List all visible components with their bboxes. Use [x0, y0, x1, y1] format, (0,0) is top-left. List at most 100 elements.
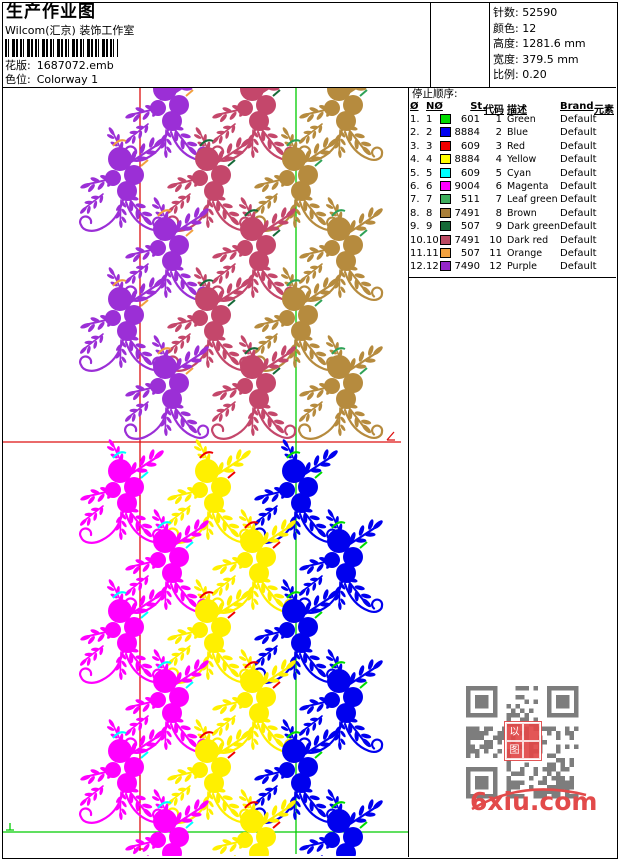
flower-spray — [250, 264, 344, 371]
flower-spray — [250, 716, 344, 823]
cell: 5 — [426, 167, 433, 179]
cell: 2 — [495, 127, 502, 139]
cell: 6 — [426, 180, 433, 192]
color-swatch — [440, 140, 451, 151]
cell: Default — [560, 261, 597, 273]
flower-spray — [295, 506, 389, 613]
cell: 4. — [410, 154, 420, 166]
cell: 7. — [410, 194, 420, 206]
info-value: 1281.6 mm — [518, 37, 586, 51]
stamp-character — [523, 723, 540, 741]
header-bottom-line — [2, 87, 616, 88]
cell: Brown — [507, 207, 537, 219]
stop-sequence-row: 4. 4 8884 4 Yellow Default — [408, 154, 616, 167]
column-header: 描述 — [507, 105, 527, 116]
watermark: 6xiu.com — [468, 783, 597, 819]
info-label: 高度: — [493, 37, 519, 51]
cell: 601 — [460, 114, 480, 125]
stamp-character — [523, 741, 540, 759]
flower-spray — [121, 194, 215, 301]
info-row: 针数: 52590 — [493, 4, 615, 20]
stop-sequence-row: 11. 11 507 11 Orange Default — [408, 247, 616, 261]
stop-sequence-row: 12. 12 7490 12 Purple Default — [408, 261, 616, 274]
panel-divider — [408, 87, 409, 857]
flower-spray — [208, 194, 302, 301]
header-divider-2 — [489, 2, 490, 87]
flower-spray — [121, 332, 215, 439]
cell: Default — [560, 234, 597, 246]
cell: 7491 — [454, 234, 480, 246]
cell: 6. — [410, 180, 420, 192]
cell: 507 — [460, 221, 480, 233]
cell: 10 — [426, 234, 439, 246]
flower-spray — [208, 88, 302, 161]
stop-sequence-title: 停止顺序: — [412, 88, 458, 100]
embroidery-preview — [3, 88, 408, 856]
flower-spray — [121, 786, 215, 856]
cell: Green — [507, 114, 536, 125]
cell: Cyan — [507, 167, 532, 179]
cell: Dark red — [507, 234, 549, 246]
flower-spray — [121, 506, 215, 613]
info-label: 比例: — [493, 68, 519, 82]
info-value: 12 — [518, 21, 537, 35]
cell: Leaf green — [507, 194, 558, 206]
color-swatch — [440, 207, 451, 218]
color-swatch — [440, 247, 451, 258]
info-label: 颜色: — [493, 21, 519, 35]
info-row: 比例: 0.20 — [493, 66, 615, 82]
pattern-file-value: 1687072.emb — [36, 59, 114, 72]
cell: 7 — [495, 194, 502, 206]
cell: Default — [560, 154, 597, 166]
cell: 1 — [495, 114, 502, 125]
cell: Default — [560, 114, 597, 125]
flower-spray — [295, 646, 389, 753]
cell: 12 — [489, 261, 502, 273]
color-swatch — [440, 154, 451, 165]
stop-sequence-row: 3. 3 609 3 Red Default — [408, 140, 616, 154]
info-label: 针数: — [493, 6, 519, 19]
cell: 3 — [426, 140, 433, 152]
cell: 1. — [410, 114, 420, 125]
cell: 4 — [495, 154, 502, 166]
cell: Default — [560, 194, 597, 206]
cell: Orange — [507, 247, 543, 259]
cell: 8884 — [454, 154, 480, 166]
flower-spray — [250, 436, 344, 543]
flower-spray — [163, 716, 257, 823]
stop-sequence-row: 8. 8 7491 8 Brown Default — [408, 207, 616, 221]
column-header: Brand — [560, 101, 594, 112]
column-header: NØ — [426, 101, 443, 112]
table-bottom-line — [408, 277, 616, 278]
color-swatch — [440, 234, 451, 245]
color-swatch — [440, 261, 451, 272]
flower-spray — [208, 786, 302, 856]
info-row: 颜色: 12 — [493, 20, 615, 36]
color-swatch — [440, 194, 451, 205]
flower-spray — [295, 332, 389, 439]
cell: Default — [560, 207, 597, 219]
cell: 2 — [426, 127, 433, 139]
info-value: 52590 — [518, 6, 558, 19]
cell: 7491 — [454, 207, 480, 219]
stop-sequence-header: Ø NØ St. 代码 描述 Brand 元素 — [408, 101, 616, 116]
flower-spray — [76, 264, 170, 371]
color-swatch — [440, 114, 451, 124]
cell: Purple — [507, 261, 538, 273]
flower-spray — [250, 576, 344, 683]
column-header: 元素 — [594, 105, 614, 116]
flower-spray — [163, 124, 257, 231]
red-seal-stamp: 以 图 — [505, 722, 541, 760]
flower-spray — [76, 436, 170, 543]
cell: Default — [560, 140, 597, 152]
cell: 12. — [410, 261, 426, 273]
flower-spray — [295, 194, 389, 301]
cell: 11 — [426, 247, 439, 259]
flower-sprays — [76, 88, 389, 856]
pattern-file-line: 花版: 1687072.emb — [5, 60, 114, 71]
flower-spray — [76, 124, 170, 231]
barcode — [5, 39, 118, 57]
column-header: 代码 — [484, 105, 504, 116]
info-row: 宽度: 379.5 mm — [493, 51, 615, 67]
